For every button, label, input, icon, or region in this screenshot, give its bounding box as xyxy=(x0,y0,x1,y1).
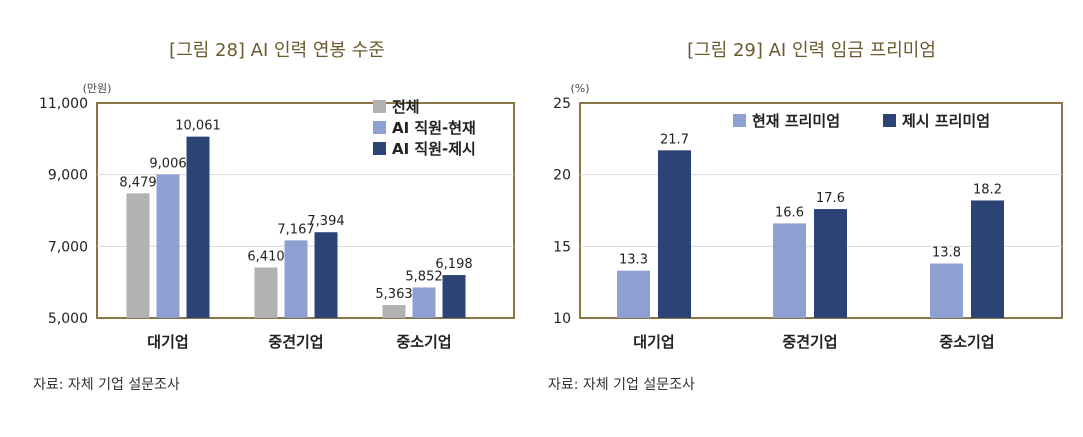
data-label: 7,394 xyxy=(307,214,344,229)
legend-label: 제시 프리미엄 xyxy=(902,112,990,130)
chart-title: [그림 29] AI 인력 임금 프리미엄 xyxy=(687,40,936,61)
data-label: 21.7 xyxy=(660,132,689,147)
chart-panel-salary: [그림 28] AI 인력 연봉 수준 5,000 7,000 9,000 11,00… xyxy=(0,0,530,437)
bar xyxy=(126,193,150,318)
legend-swatch xyxy=(373,121,386,134)
x-tick-label: 대기업 xyxy=(147,333,188,351)
bar xyxy=(284,240,308,318)
data-label: 5,852 xyxy=(405,269,442,284)
x-tick-label: 중소기업 xyxy=(939,333,994,351)
y-tick-label: 7,000 xyxy=(48,239,88,255)
legend-swatch xyxy=(883,114,896,127)
legend-label: 현재 프리미엄 xyxy=(752,112,840,130)
x-tick-label: 중견기업 xyxy=(782,333,837,351)
legend-swatch xyxy=(733,114,746,127)
chart-panel-premium: [그림 29] AI 인력 임금 프리미엄 10 15 20 25 (%) 13.3 21.… xyxy=(540,0,1083,437)
y-tick-label: 10 xyxy=(553,311,571,327)
source-note: 자료: 자체 기업 설문조사 xyxy=(548,377,695,393)
data-label: 10,061 xyxy=(175,119,221,134)
bar xyxy=(814,209,847,318)
bar xyxy=(617,270,650,318)
y-unit-label: (만원) xyxy=(83,82,112,95)
data-label: 9,006 xyxy=(149,156,186,171)
bar xyxy=(658,150,691,318)
bar xyxy=(156,174,180,318)
legend-label: AI 직원-제시 xyxy=(392,140,476,158)
legend-swatch xyxy=(373,100,386,113)
data-label: 6,198 xyxy=(435,257,472,272)
data-label: 8,479 xyxy=(119,175,156,190)
data-label: 5,363 xyxy=(375,287,412,302)
bar xyxy=(412,287,436,318)
bar xyxy=(773,223,806,318)
y-unit-label: (%) xyxy=(570,82,589,95)
bar xyxy=(382,304,406,318)
y-tick-label: 20 xyxy=(553,168,571,184)
y-tick-label: 5,000 xyxy=(48,311,88,327)
legend-swatch xyxy=(373,142,386,155)
chart-title: [그림 28] AI 인력 연봉 수준 xyxy=(169,40,385,61)
data-label: 7,167 xyxy=(277,222,314,237)
data-label: 13.8 xyxy=(932,246,961,261)
bar xyxy=(971,200,1004,318)
source-note: 자료: 자체 기업 설문조사 xyxy=(33,377,180,393)
y-tick-label: 9,000 xyxy=(48,168,88,184)
bar xyxy=(442,275,466,318)
bar xyxy=(314,232,338,318)
x-tick-label: 중소기업 xyxy=(396,333,451,351)
x-tick-label: 중견기업 xyxy=(268,333,323,351)
legend-label: 전체 xyxy=(392,98,420,116)
premium-bar-chart: 10 15 20 25(%) 13.3 21.7 대기업 16.6 17.6 중견기업 13.8 18… xyxy=(553,82,1063,351)
data-label: 13.3 xyxy=(619,253,648,268)
legend-label: AI 직원-현재 xyxy=(392,119,476,137)
y-tick-label: 15 xyxy=(553,239,571,255)
data-label: 17.6 xyxy=(816,191,845,206)
bar xyxy=(930,263,963,318)
x-tick-label: 대기업 xyxy=(633,333,674,351)
data-label: 6,410 xyxy=(247,249,284,264)
data-label: 18.2 xyxy=(973,182,1002,197)
y-tick-label: 11,000 xyxy=(39,96,88,112)
salary-bar-chart: 5,000 7,000 9,000 11,000(만원) 8,479 9,006 10,06… xyxy=(39,82,515,351)
y-tick-label: 25 xyxy=(553,96,571,112)
bar xyxy=(254,267,278,318)
bar xyxy=(186,136,210,318)
data-label: 16.6 xyxy=(775,205,804,220)
